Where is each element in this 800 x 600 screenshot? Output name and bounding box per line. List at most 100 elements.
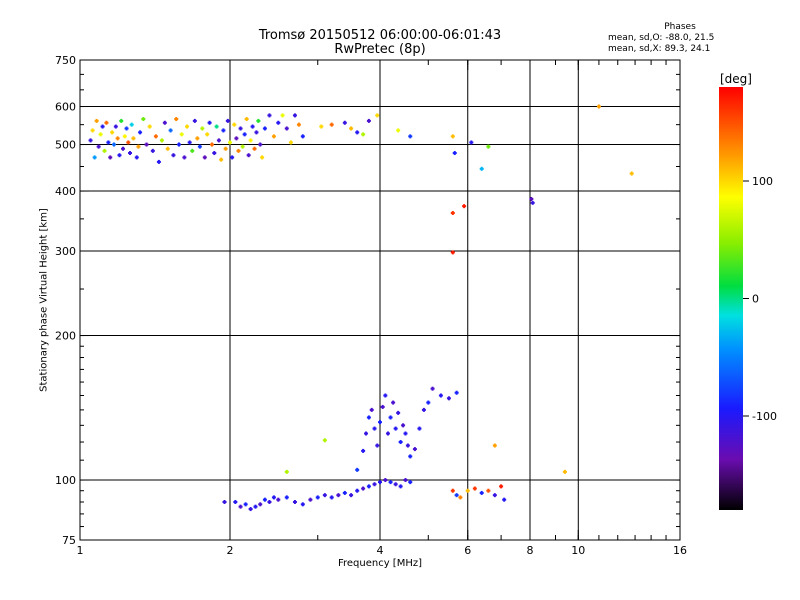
y-tick-label: 300	[55, 245, 76, 258]
data-point	[221, 128, 226, 133]
data-point-mark	[284, 127, 289, 130]
data-point-mark	[438, 394, 443, 397]
data-point-mark	[185, 125, 190, 128]
data-point	[271, 495, 276, 500]
data-point	[192, 118, 197, 123]
data-point	[240, 144, 245, 149]
colorbar-tick-label: 0	[752, 293, 759, 306]
data-point-mark	[240, 145, 245, 148]
data-point-mark	[336, 494, 341, 497]
data-point-mark	[308, 498, 313, 501]
data-point-mark	[355, 489, 360, 492]
data-point	[258, 142, 263, 147]
data-point	[141, 117, 146, 122]
data-point-mark	[469, 141, 474, 144]
data-point	[308, 497, 313, 502]
data-point	[375, 113, 380, 118]
data-point-mark	[106, 141, 111, 144]
data-point-mark	[454, 391, 459, 394]
data-point-mark	[329, 496, 334, 499]
data-point	[405, 443, 410, 448]
data-point	[187, 140, 192, 145]
data-point-mark	[349, 494, 354, 497]
data-point-mark	[267, 500, 272, 503]
data-point-mark	[225, 119, 230, 122]
data-point-mark	[380, 405, 385, 408]
data-point-mark	[315, 496, 320, 499]
data-point	[115, 136, 120, 141]
data-point	[462, 204, 467, 209]
data-point-mark	[408, 135, 413, 138]
data-point-mark	[182, 156, 187, 159]
data-point	[256, 118, 261, 123]
data-point-mark	[486, 489, 491, 492]
data-point-mark	[372, 483, 377, 486]
data-point-mark	[396, 129, 401, 132]
axis-tick-labels: 1 2 4 6 8 10 16 75 100 200 300 400 500 600 750	[55, 54, 687, 557]
data-point	[280, 113, 285, 118]
data-point	[319, 124, 324, 129]
data-point-mark	[113, 125, 118, 128]
data-point	[147, 124, 152, 129]
data-point-mark	[322, 439, 327, 442]
data-point-mark	[388, 481, 393, 484]
data-point-mark	[300, 503, 305, 506]
data-point-mark	[234, 137, 239, 140]
data-point-mark	[458, 496, 463, 499]
data-point	[300, 134, 305, 139]
data-point	[562, 469, 567, 474]
data-point	[349, 126, 354, 131]
data-point	[209, 142, 214, 147]
data-point	[450, 211, 455, 216]
data-point	[233, 499, 238, 504]
data-point-mark	[162, 121, 167, 124]
data-point-mark	[465, 489, 470, 492]
data-point	[248, 138, 253, 143]
data-point-mark	[165, 147, 170, 150]
data-point	[329, 495, 334, 500]
data-point	[383, 393, 388, 398]
data-point-mark	[223, 147, 228, 150]
data-point	[366, 118, 371, 123]
data-point	[349, 493, 354, 498]
data-point-mark	[450, 212, 455, 215]
data-point	[156, 159, 161, 164]
data-point-mark	[385, 432, 390, 435]
data-point	[212, 151, 217, 156]
data-point-mark	[375, 114, 380, 117]
data-point	[252, 146, 257, 151]
data-point-mark	[492, 444, 497, 447]
data-point	[403, 431, 408, 436]
data-point	[225, 118, 230, 123]
y-axis-label: Stationary phase Virtual Height [km]	[38, 208, 50, 392]
data-point	[182, 155, 187, 160]
data-point-mark	[288, 141, 293, 144]
data-point	[232, 122, 237, 127]
data-point-mark	[233, 500, 238, 503]
data-point	[342, 490, 347, 495]
y-tick-label: 200	[55, 330, 76, 343]
data-point-mark	[366, 119, 371, 122]
data-point-mark	[209, 143, 214, 146]
data-point-mark	[102, 149, 107, 152]
data-point-mark	[262, 127, 267, 130]
data-point-mark	[280, 114, 285, 117]
data-point	[236, 148, 241, 153]
data-point	[529, 197, 534, 202]
data-point	[267, 113, 272, 118]
data-point	[454, 493, 459, 498]
data-point-mark	[126, 141, 131, 144]
data-point-mark	[417, 427, 422, 430]
x-tick-label: 4	[377, 544, 384, 557]
data-point	[230, 155, 235, 160]
data-point	[396, 128, 401, 133]
data-point	[530, 200, 535, 205]
data-point-mark	[405, 444, 410, 447]
data-point-mark	[230, 156, 235, 159]
data-point-mark	[454, 494, 459, 497]
data-point-mark	[408, 455, 413, 458]
data-point	[242, 132, 247, 137]
data-point-mark	[232, 123, 237, 126]
data-point-mark	[262, 498, 267, 501]
